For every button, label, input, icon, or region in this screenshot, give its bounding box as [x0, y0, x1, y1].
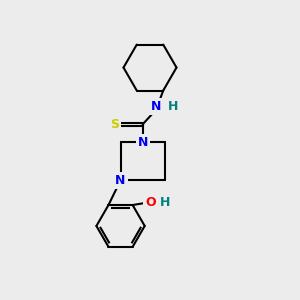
Text: N: N [116, 174, 126, 187]
Text: H: H [160, 196, 170, 208]
Text: N: N [151, 100, 161, 113]
Text: O: O [145, 196, 156, 208]
Text: S: S [110, 118, 119, 131]
Text: H: H [168, 100, 178, 113]
Text: N: N [137, 136, 148, 148]
